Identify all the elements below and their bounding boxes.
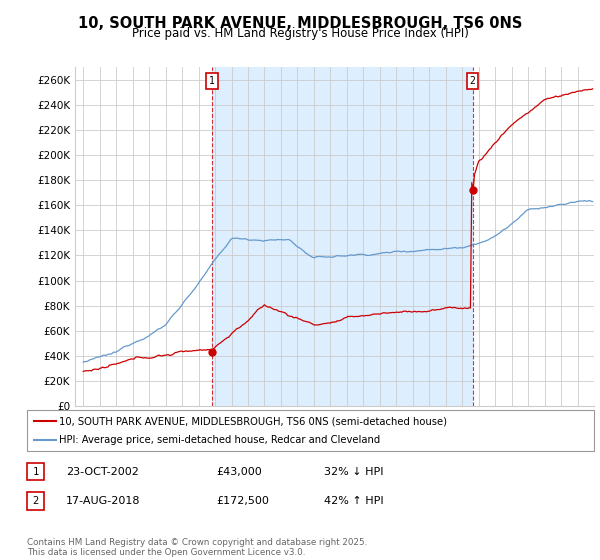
Text: 1: 1	[209, 76, 215, 86]
Bar	[212, 67, 473, 406]
Text: HPI: Average price, semi-detached house, Redcar and Cleveland: HPI: Average price, semi-detached house,…	[59, 435, 380, 445]
Text: 2: 2	[470, 76, 476, 86]
Text: 17-AUG-2018: 17-AUG-2018	[66, 496, 140, 506]
Text: 42% ↑ HPI: 42% ↑ HPI	[324, 496, 383, 506]
Text: 10, SOUTH PARK AVENUE, MIDDLESBROUGH, TS6 0NS: 10, SOUTH PARK AVENUE, MIDDLESBROUGH, TS…	[78, 16, 522, 31]
Text: Price paid vs. HM Land Registry's House Price Index (HPI): Price paid vs. HM Land Registry's House …	[131, 27, 469, 40]
Text: 23-OCT-2002: 23-OCT-2002	[66, 466, 139, 477]
Text: Contains HM Land Registry data © Crown copyright and database right 2025.
This d: Contains HM Land Registry data © Crown c…	[27, 538, 367, 557]
Text: £172,500: £172,500	[216, 496, 269, 506]
Text: 32% ↓ HPI: 32% ↓ HPI	[324, 466, 383, 477]
Text: 2: 2	[32, 496, 38, 506]
Text: 1: 1	[32, 466, 38, 477]
Text: 10, SOUTH PARK AVENUE, MIDDLESBROUGH, TS6 0NS (semi-detached house): 10, SOUTH PARK AVENUE, MIDDLESBROUGH, TS…	[59, 417, 447, 426]
Text: £43,000: £43,000	[216, 466, 262, 477]
